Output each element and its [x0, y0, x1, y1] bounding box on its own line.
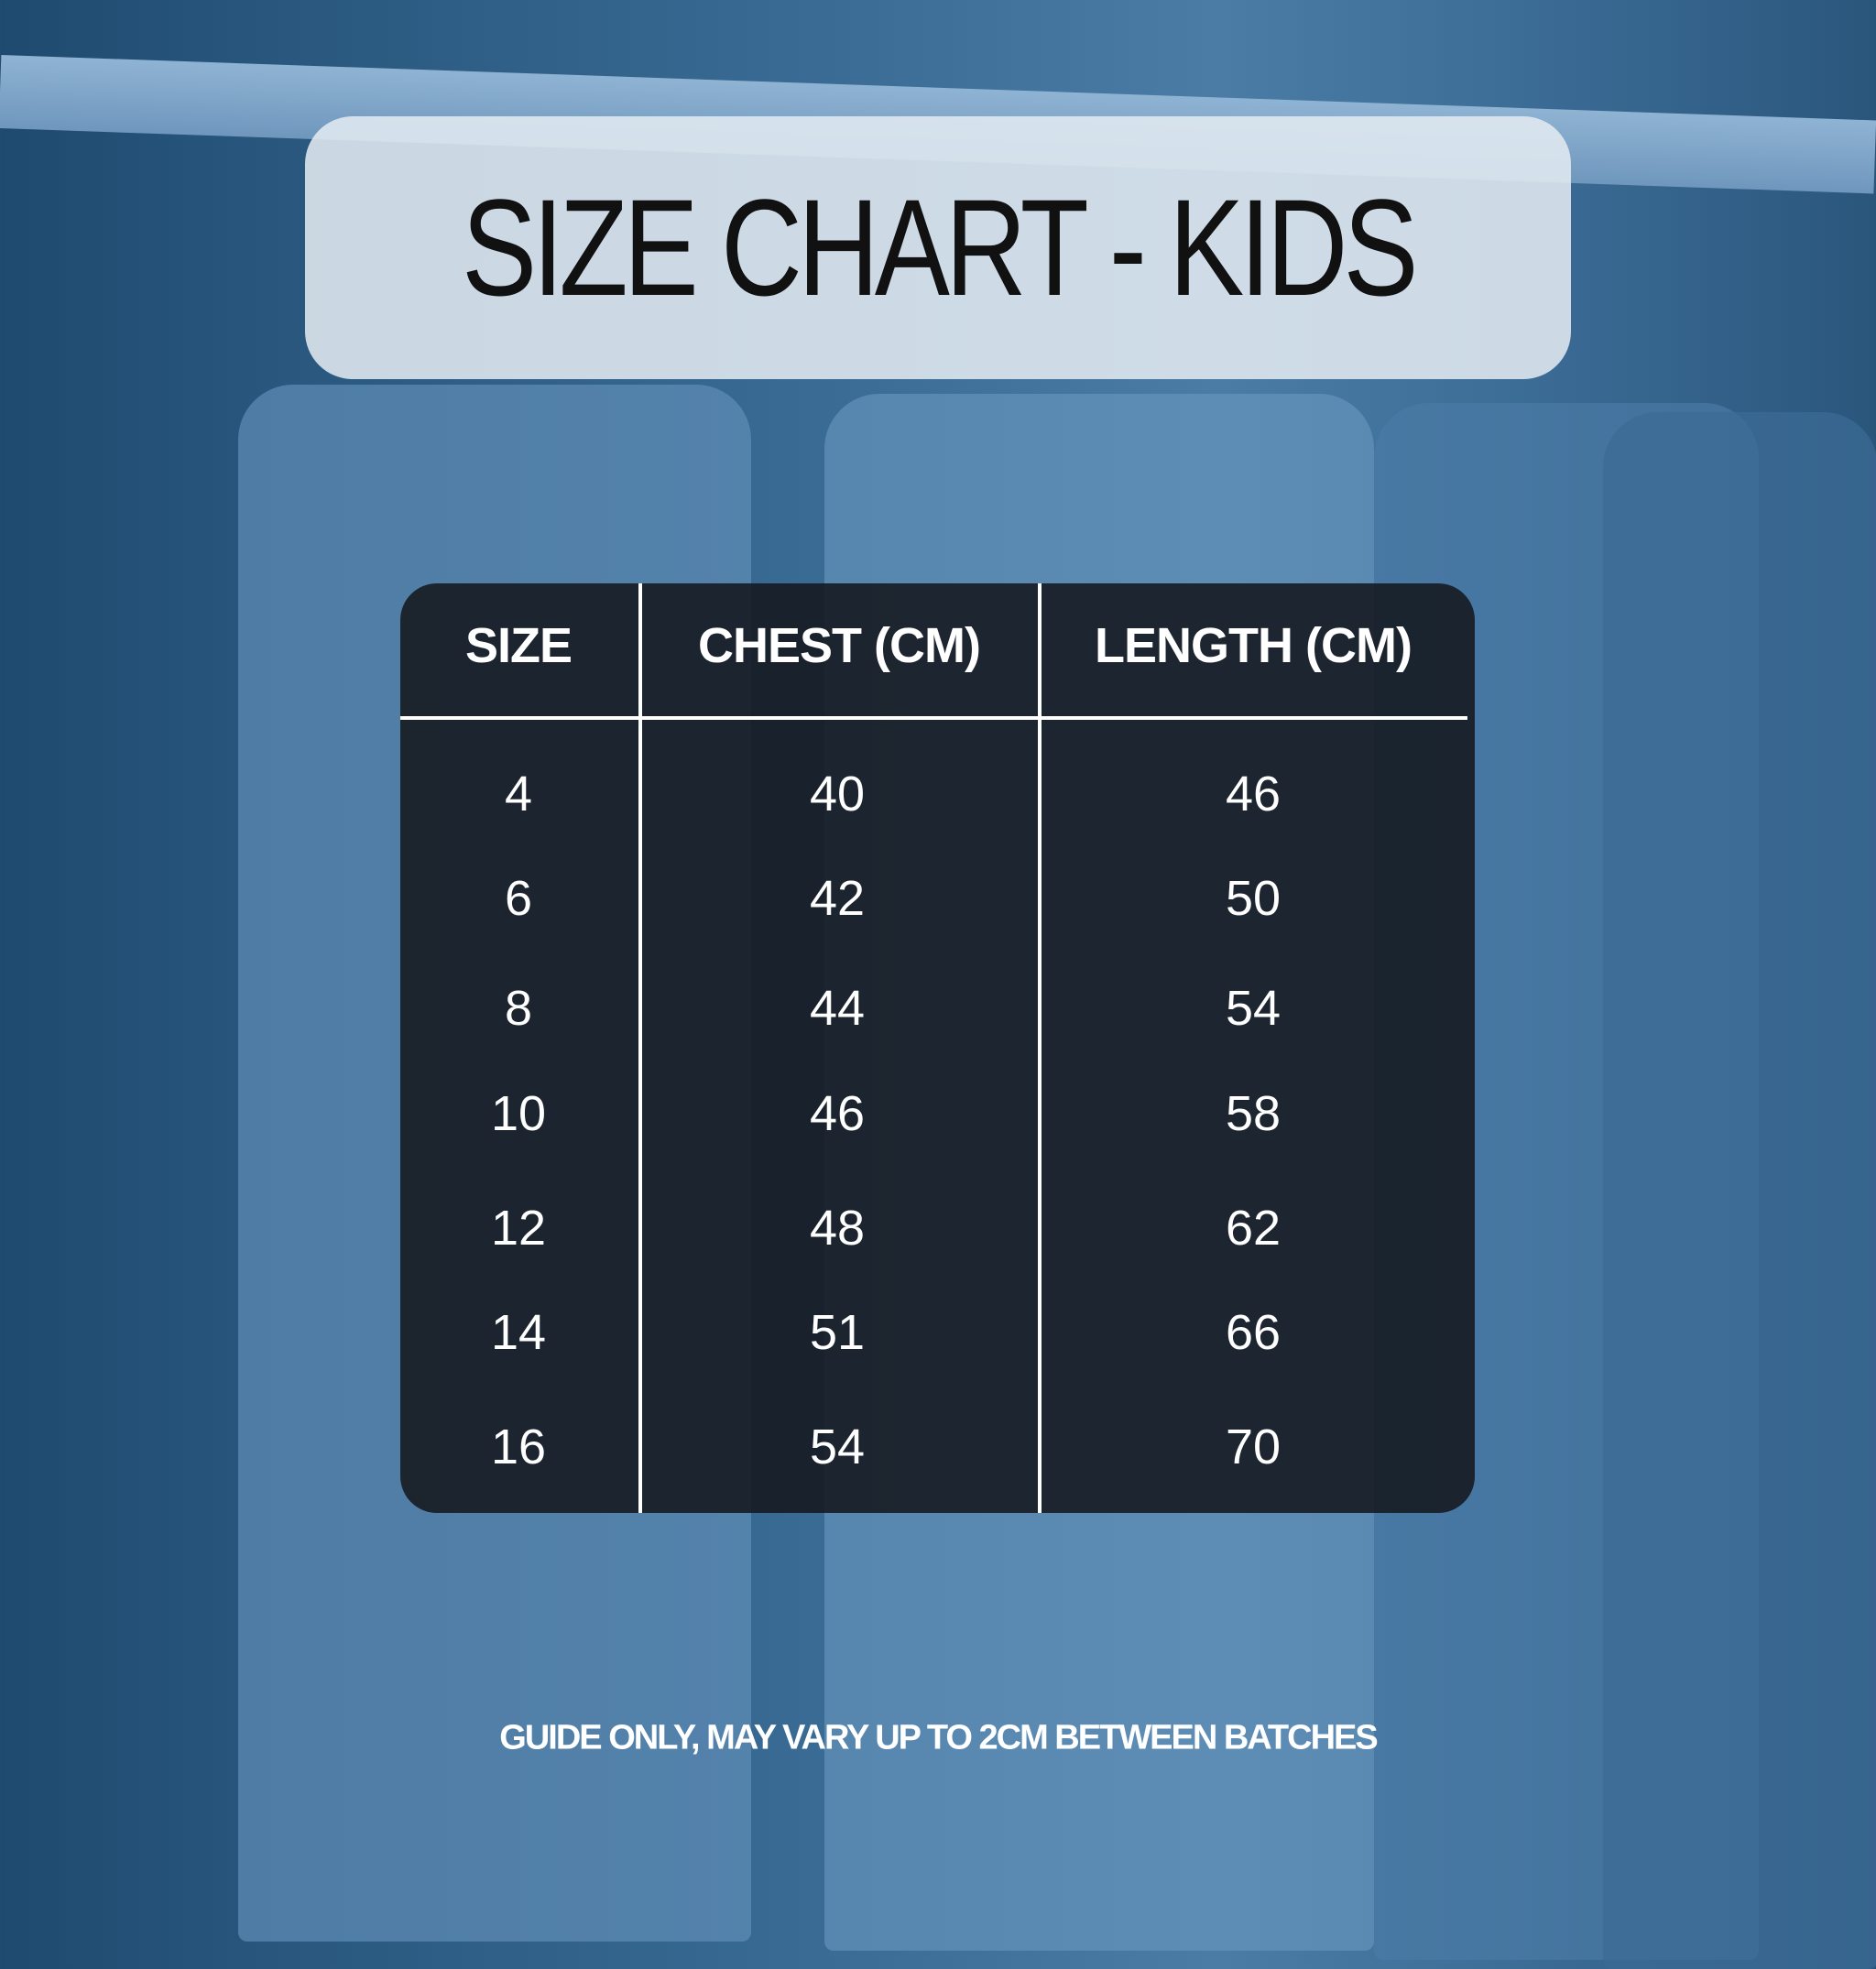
- chest-cell: 51: [809, 1305, 866, 1360]
- column-divider: [1038, 583, 1042, 1513]
- length-cell: 70: [1225, 1420, 1282, 1474]
- footer-note: GUIDE ONLY, MAY VARY UP TO 2CM BETWEEN B…: [499, 1718, 1378, 1757]
- header-chest: CHEST (CM): [698, 618, 981, 673]
- length-cell: 50: [1225, 871, 1282, 926]
- length-cell: 62: [1225, 1201, 1282, 1256]
- size-cell: 10: [490, 1086, 547, 1141]
- size-cell: 12: [490, 1201, 547, 1256]
- size-cell: 14: [490, 1305, 547, 1360]
- chest-cell: 46: [809, 1086, 866, 1141]
- shirt: [1603, 412, 1876, 1969]
- length-cell: 46: [1225, 767, 1282, 821]
- chest-cell: 42: [809, 871, 866, 926]
- length-cell: 54: [1225, 981, 1282, 1036]
- chest-cell: 48: [809, 1201, 866, 1256]
- size-cell: 8: [504, 981, 533, 1036]
- title-banner: SIZE CHART - KIDS: [305, 116, 1571, 379]
- header-size: SIZE: [464, 618, 573, 673]
- chest-cell: 54: [809, 1420, 866, 1474]
- header-divider: [400, 716, 1467, 720]
- chest-cell: 44: [809, 981, 866, 1036]
- header-length: LENGTH (CM): [1095, 618, 1412, 673]
- size-cell: 4: [504, 767, 533, 821]
- column-divider: [638, 583, 642, 1513]
- length-cell: 58: [1225, 1086, 1282, 1141]
- size-cell: 16: [490, 1420, 547, 1474]
- size-cell: 6: [504, 871, 533, 926]
- length-cell: 66: [1225, 1305, 1282, 1360]
- size-table: [400, 583, 1475, 1513]
- chest-cell: 40: [809, 767, 866, 821]
- page-title: SIZE CHART - KIDS: [462, 170, 1418, 324]
